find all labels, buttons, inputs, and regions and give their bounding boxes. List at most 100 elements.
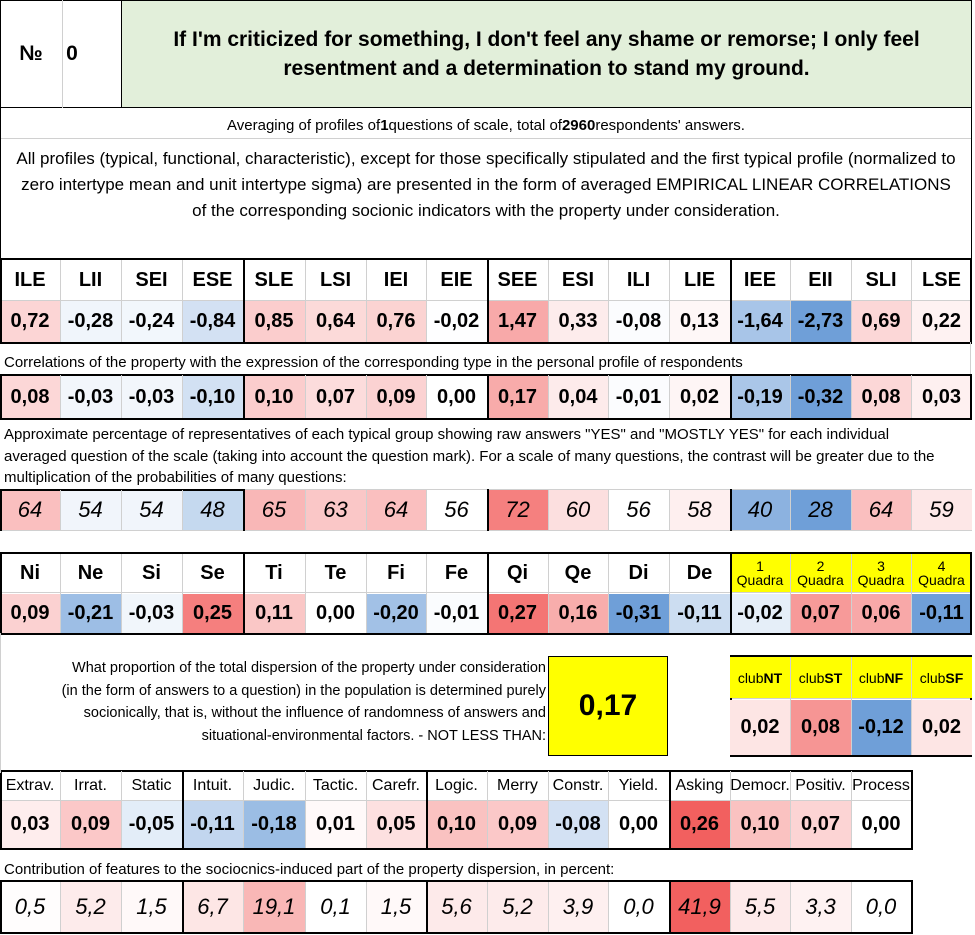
type-profile-value: -2,73	[790, 301, 851, 342]
type-correlation-value: 0,17	[487, 375, 548, 419]
function-header-ne: Ne	[77, 561, 104, 584]
trait-value: 0,10	[426, 801, 487, 848]
quadra-header-1: 1 Quadra	[730, 554, 790, 592]
type-header-ili: ILI	[626, 268, 651, 291]
function-header-de: De	[686, 561, 713, 584]
summary-part1: Averaging of profiles of	[227, 116, 381, 134]
quadra-number: 1	[756, 558, 764, 574]
type-correlation-value: -0,19	[730, 375, 790, 419]
club-prefix: club	[737, 669, 764, 686]
trait-value: 0,01	[305, 801, 366, 848]
questions-count: 1	[380, 116, 389, 134]
trait-value: 0,10	[730, 801, 790, 848]
trait-contribution-value: 1,5	[121, 882, 182, 932]
trait-header-constr: Constr.	[552, 776, 604, 794]
trait-header-tactic: Tactic.	[312, 776, 359, 794]
dispersion-text: What proportion of the total dispersion …	[61, 660, 546, 744]
function-value: -0,11	[669, 594, 730, 633]
trait-contribution-value: 0,0	[608, 882, 669, 932]
quadra-word: Quadra	[918, 572, 965, 588]
percentage-note: Approximate percentage of representative…	[4, 426, 935, 486]
type-percentage-value: 58	[669, 490, 730, 530]
function-value: 0,11	[243, 594, 305, 633]
type-header-see: SEE	[497, 268, 538, 291]
dispersion-value: 0,17	[548, 656, 668, 756]
type-header-lse: LSE	[922, 268, 961, 291]
function-value: 0,25	[182, 594, 243, 633]
type-percentage-value: 72	[487, 490, 548, 530]
trait-value: -0,05	[121, 801, 182, 848]
trait-contribution-value: 0,0	[851, 882, 911, 932]
type-profile-value: -0,02	[426, 301, 487, 342]
type-percentage-value: 65	[243, 490, 305, 530]
type-percentage-value: 40	[730, 490, 790, 530]
type-percentage-value: 56	[426, 490, 487, 530]
question-title: If I'm criticized for something, I don't…	[122, 0, 972, 108]
function-header-se: Se	[200, 561, 225, 584]
quadra-header-2: 2 Quadra	[790, 554, 851, 592]
trait-contribution-value: 3,3	[790, 882, 851, 932]
function-value: -0,31	[608, 594, 669, 633]
trait-header-logic: Logic.	[435, 776, 478, 794]
quadra-header-3: 3 Quadra	[851, 554, 911, 592]
club-value: 0,02	[911, 700, 972, 755]
club-header-nt: club NT	[730, 657, 790, 698]
summary-part2: questions of scale, total of	[388, 116, 562, 134]
type-correlation-value: 0,07	[305, 375, 366, 419]
trait-header-judic: Judic.	[253, 776, 295, 794]
contribution-note: Contribution of features to the sociocni…	[4, 861, 615, 878]
number-divider	[62, 0, 63, 108]
quadra-header-4: 4 Quadra	[911, 554, 972, 592]
type-header-eie: EIE	[440, 268, 473, 291]
trait-header-merry: Merry	[497, 776, 538, 794]
quadra-value: 0,06	[851, 594, 911, 633]
quadra-word: Quadra	[857, 572, 905, 588]
type-percentage-value: 28	[790, 490, 851, 530]
trait-header-positiv: Positiv.	[795, 776, 846, 794]
trait-value: 0,05	[366, 801, 426, 848]
function-header-qe: Qe	[564, 561, 592, 584]
number-label: №	[19, 42, 43, 65]
trait-contribution-value: 1,5	[366, 882, 426, 932]
trait-contribution-value: 41,9	[669, 882, 730, 932]
function-value: -0,21	[60, 594, 121, 633]
type-percentage-value: 63	[305, 490, 366, 530]
type-header-sli: SLI	[865, 268, 897, 291]
type-profile-value: -0,24	[121, 301, 182, 342]
trait-header-extrav: Extrav.	[5, 776, 55, 794]
type-profile-value: 0,69	[851, 301, 911, 342]
club-code: NT	[763, 669, 783, 686]
trait-value: -0,08	[548, 801, 608, 848]
function-value: -0,03	[121, 594, 182, 633]
club-code: ST	[824, 669, 843, 686]
club-header-nf: club NF	[851, 657, 911, 698]
function-header-ti: Ti	[265, 561, 283, 584]
quadra-value: 0,07	[790, 594, 851, 633]
function-header-di: Di	[628, 561, 649, 584]
function-header-te: Te	[324, 561, 347, 584]
function-header-fe: Fe	[444, 561, 469, 584]
function-value: -0,20	[366, 594, 426, 633]
trait-header-process: Process	[852, 776, 910, 794]
type-correlation-value: -0,03	[121, 375, 182, 419]
trait-value: 0,09	[60, 801, 121, 848]
type-profile-value: -1,64	[730, 301, 790, 342]
function-header-fi: Fi	[387, 561, 405, 584]
trait-value: 0,00	[608, 801, 669, 848]
type-header-esi: ESI	[561, 268, 595, 291]
correlation-note: Correlations of the property with the ex…	[4, 354, 743, 371]
type-correlation-value: -0,32	[790, 375, 851, 419]
trait-header-intuit: Intuit.	[192, 776, 233, 794]
type-header-ese: ESE	[192, 268, 233, 291]
type-profile-value: 0,13	[669, 301, 730, 342]
type-profile-value: -0,28	[60, 301, 121, 342]
club-header-sf: club SF	[911, 657, 972, 698]
trait-header-yield: Yield.	[618, 776, 659, 794]
trait-value: 0,26	[669, 801, 730, 848]
trait-value: -0,18	[243, 801, 305, 848]
type-correlation-value: 0,08	[0, 375, 60, 419]
type-header-lii: LII	[78, 268, 103, 291]
type-correlation-value: 0,00	[426, 375, 487, 419]
type-profile-value: 0,33	[548, 301, 608, 342]
